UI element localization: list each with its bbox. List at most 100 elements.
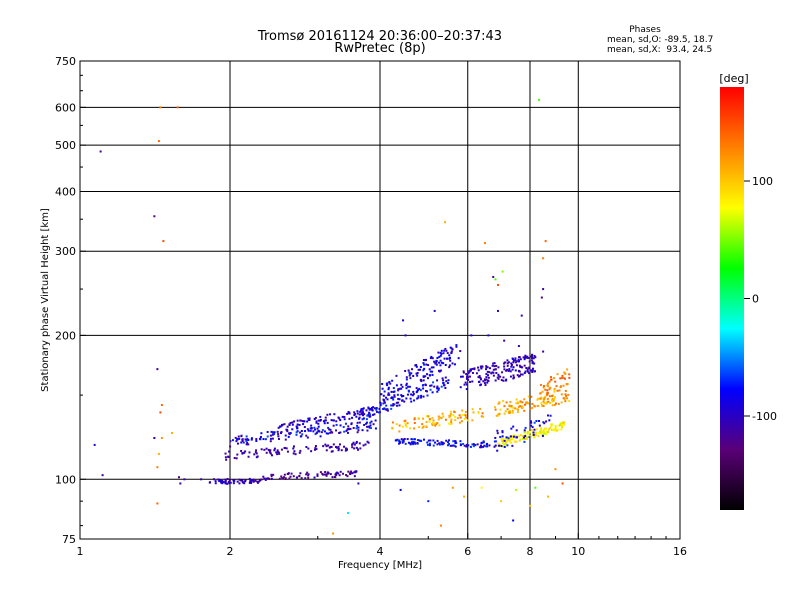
data-point [553,398,556,401]
data-point [348,411,351,414]
data-point [359,447,362,450]
data-point [413,441,416,444]
data-point [409,373,412,376]
data-point [546,397,549,400]
data-point [310,450,313,453]
data-point [450,351,453,354]
data-point [560,376,563,379]
data-point [445,439,448,442]
data-point [508,436,511,439]
data-point [503,362,506,365]
data-point [426,373,429,376]
data-point [513,440,516,443]
data-point [236,442,239,445]
data-point [273,431,276,434]
data-point [457,357,460,360]
data-point [343,445,346,448]
data-point [397,401,400,404]
data-point [398,398,401,401]
data-point [300,435,303,438]
data-point [551,404,554,407]
data-point [329,431,332,434]
data-point [307,476,310,479]
data-point [465,373,468,376]
data-point [542,429,545,432]
data-point [477,369,480,372]
data-point [276,449,279,452]
data-point [449,359,452,362]
data-point [554,468,557,471]
data-point [267,448,270,451]
data-point [285,428,288,431]
data-point [341,472,344,475]
data-point [436,422,439,425]
data-point [456,417,459,420]
data-point [517,358,520,361]
data-point [309,427,312,430]
data-point [224,452,227,455]
data-point [284,477,287,480]
data-point [360,409,363,412]
plot-area: 1 2 4 6 8 10 16 75 100 200 300 400 500 600 750 [55,55,687,558]
data-point [450,410,453,413]
data-point [328,446,331,449]
data-point [352,441,355,444]
data-point [358,416,361,419]
data-point [338,474,341,477]
data-point [533,436,536,439]
data-point [292,445,295,448]
data-point [472,443,475,446]
data-point [346,475,349,478]
data-point [248,451,251,454]
data-point [517,405,520,408]
data-point [508,369,511,372]
data-point [430,355,433,358]
data-point [281,423,284,426]
data-point [362,417,365,420]
data-point [438,361,441,364]
data-point [535,428,538,431]
data-point [530,424,533,427]
data-point [316,473,319,476]
data-point [324,416,327,419]
data-point [484,242,487,245]
data-point [262,438,265,441]
data-point [512,361,515,364]
data-point [542,350,545,353]
data-point [387,388,390,391]
data-point [440,361,443,364]
data-point [249,481,252,484]
data-point [275,451,278,454]
colorbar-ticks: -100 0 100 [744,175,777,423]
data-point [370,420,373,423]
data-point [502,379,505,382]
data-point [296,419,299,422]
data-point [398,430,401,433]
data-point [428,444,431,447]
data-point [536,398,539,401]
data-point [292,447,295,450]
data-point [295,431,298,434]
data-point [513,376,516,379]
data-point [236,453,239,456]
data-point [537,435,540,438]
data-point [426,377,429,380]
data-point [156,466,159,469]
data-point [535,420,538,423]
data-point [466,374,469,377]
data-point [481,412,484,415]
data-point [406,438,409,441]
data-point [313,448,316,451]
data-point [434,441,437,444]
data-point [562,424,565,427]
data-point [307,474,310,477]
data-point [385,408,388,411]
data-point [524,354,527,357]
data-point [443,221,446,224]
data-point [444,418,447,421]
data-point [469,445,472,448]
data-point [349,471,352,474]
data-point [515,440,518,443]
data-point [460,375,463,378]
data-point [396,404,399,407]
